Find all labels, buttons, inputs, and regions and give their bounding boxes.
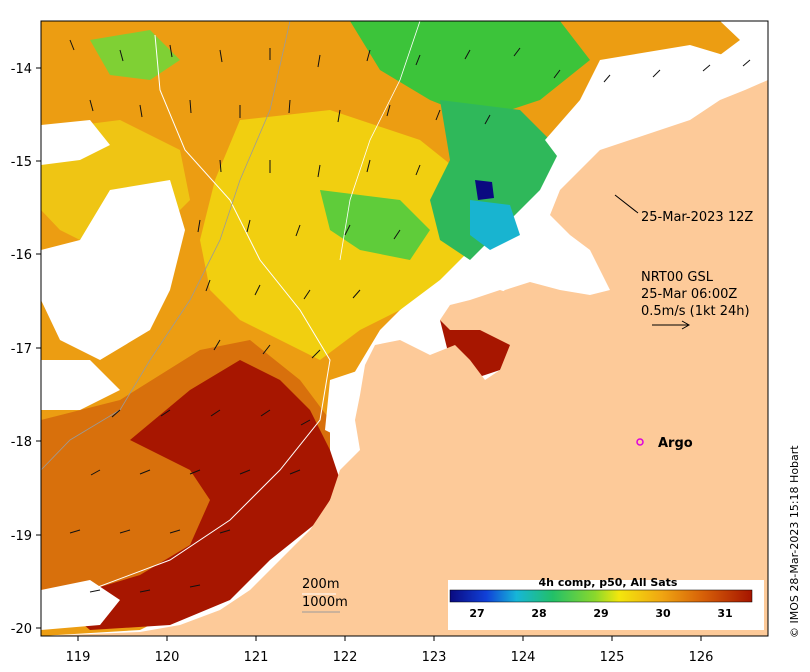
- lat-tick-label: -14: [11, 62, 32, 77]
- lon-tick-label: 126: [689, 650, 714, 665]
- isobath-1000m-line: [41, 21, 291, 471]
- cloud-gap-6: [545, 45, 740, 160]
- isobath-1000m-label: 1000m: [302, 595, 348, 610]
- current-title: NRT00 GSL: [641, 270, 714, 285]
- lat-tick-label: -16: [11, 248, 32, 263]
- sst-hot-coastal: [60, 360, 340, 630]
- lon-axis: 119 120 121 122 123 124 125 126: [66, 636, 714, 665]
- cloud-gap-2: [41, 180, 185, 360]
- credit-label: © IMOS 28-Mar-2023 15:18 Hobart: [788, 445, 801, 638]
- sst-dark-blue-patch: [475, 180, 494, 200]
- current-vectors: [69, 39, 751, 593]
- colorbar: 4h comp, p50, All Sats 27 28 29 30 31: [448, 576, 764, 630]
- land-mass: [41, 80, 768, 636]
- lon-tick-label: 124: [511, 650, 536, 665]
- cloud-gap-1: [41, 120, 110, 165]
- lon-tick-label: 119: [66, 650, 91, 665]
- timestamp-leader-line: [614, 194, 639, 214]
- colorbar-tick: 27: [469, 607, 484, 620]
- sst-green-mid: [320, 190, 430, 260]
- current-scale-label: 0.5m/s (1kt 24h): [641, 304, 750, 319]
- sst-green-north: [350, 21, 590, 120]
- argo-label: Argo: [658, 436, 693, 451]
- lat-tick-label: -17: [11, 342, 32, 357]
- current-scale-arrow: [652, 320, 691, 330]
- colorbar-gradient: [449, 589, 753, 603]
- isobath-extra-line: [339, 21, 421, 261]
- colorbar-title: 4h comp, p50, All Sats: [539, 576, 678, 589]
- colorbar-tick: 30: [655, 607, 671, 620]
- lat-tick-label: -18: [11, 435, 32, 450]
- lon-tick-label: 125: [600, 650, 625, 665]
- colorbar-tick: 31: [717, 607, 732, 620]
- cloud-gap-4: [41, 580, 120, 630]
- cloud-gap-3: [41, 360, 120, 410]
- lon-tick-label: 120: [155, 650, 180, 665]
- lat-tick-label: -15: [11, 155, 32, 170]
- current-time: 25-Mar 06:00Z: [641, 287, 737, 302]
- cloud-gap-5: [325, 370, 365, 440]
- lon-tick-label: 121: [244, 650, 269, 665]
- sst-green-east: [430, 100, 560, 260]
- lon-tick-label: 122: [333, 650, 358, 665]
- colorbar-tick: 29: [593, 607, 608, 620]
- lat-axis: -14 -15 -16 -17 -18 -19 -20: [11, 62, 41, 637]
- argo-marker: [636, 438, 644, 446]
- lon-tick-label: 123: [422, 650, 447, 665]
- plot-frame: [40, 20, 769, 637]
- timestamp-label: 25-Mar-2023 12Z: [641, 210, 753, 225]
- sst-cyan-patch: [470, 200, 520, 250]
- lat-tick-label: -19: [11, 529, 32, 544]
- peninsula: [470, 290, 530, 320]
- isobath-200m-line: [41, 34, 331, 601]
- lat-tick-label: -20: [11, 622, 32, 637]
- isobath-200m-label: 200m: [302, 577, 339, 592]
- map-plot-area: [41, 21, 768, 636]
- colorbar-tick: 28: [531, 607, 546, 620]
